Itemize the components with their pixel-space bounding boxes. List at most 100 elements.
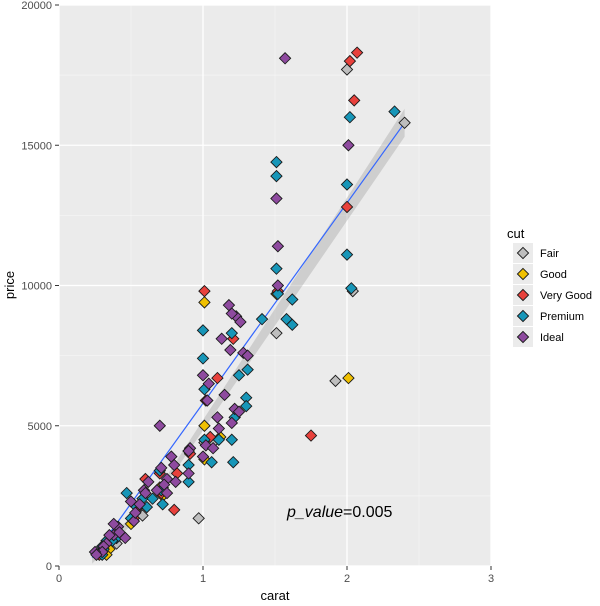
data-point-premium	[239, 399, 253, 413]
data-point-ideal	[271, 279, 285, 292]
watermark-text: 知乎用户	[527, 574, 583, 591]
data-point-premium	[286, 293, 299, 306]
x-axis-title: carat	[261, 588, 290, 603]
legend-label-very-good: Very Good	[540, 290, 592, 302]
data-point-ideal	[119, 531, 132, 545]
data-point-premium	[196, 352, 210, 365]
legend-symbol-very-good	[516, 288, 530, 302]
x-tick-label: 3	[488, 573, 494, 585]
data-point-premium	[271, 287, 285, 301]
legend-symbol-fair	[516, 246, 530, 260]
y-axis-title: price	[2, 271, 17, 299]
data-point-premium	[255, 312, 269, 326]
p-value-label: p_value	[286, 504, 343, 521]
legend: Fair Good Very Good Premium Ideal	[513, 243, 592, 347]
data-point-ideal	[222, 298, 236, 312]
data-point-ideal	[196, 450, 210, 463]
data-point-very-good	[198, 284, 211, 298]
data-point-premium	[388, 105, 401, 118]
data-point-ideal	[169, 475, 182, 489]
data-point-premium	[212, 433, 226, 447]
data-point-premium	[340, 178, 354, 191]
data-point-premium	[227, 455, 240, 469]
legend-symbol-premium	[516, 309, 530, 323]
data-point-premium	[232, 369, 246, 382]
data-point-good	[198, 419, 211, 432]
data-point-premium	[345, 282, 358, 295]
data-point-ideal	[342, 139, 355, 152]
data-point-premium	[270, 169, 283, 183]
p-value-number: =0.005	[343, 504, 392, 521]
data-point-ideal	[218, 388, 231, 402]
data-point-fair	[270, 326, 283, 340]
data-point-ideal	[211, 411, 224, 424]
data-point-premium	[146, 492, 159, 505]
data-point-ideal	[215, 332, 228, 346]
data-point-ideal	[182, 444, 195, 458]
data-point-fair	[192, 512, 205, 525]
data-point-premium	[196, 324, 210, 337]
y-tick-label: 20000	[21, 0, 52, 12]
x-tick-label: 0	[56, 573, 62, 585]
data-point-very-good	[340, 200, 354, 214]
data-point-fair	[398, 116, 411, 130]
data-point-ideal	[153, 419, 167, 432]
legend-symbol-good	[516, 267, 530, 281]
data-point-premium	[270, 155, 283, 169]
data-point-fair	[329, 374, 342, 388]
data-point-premium	[343, 110, 357, 124]
legend-title: cut	[507, 226, 525, 241]
data-point-ideal	[155, 461, 168, 475]
data-point-very-good	[304, 429, 318, 442]
y-tick-label: 15000	[21, 140, 52, 152]
data-point-premium	[225, 433, 239, 447]
data-point-ideal	[90, 548, 103, 562]
data-point-ideal	[271, 239, 285, 253]
x-tick-label: 2	[344, 573, 350, 585]
data-point-ideal	[202, 377, 215, 390]
data-point-ideal	[124, 495, 138, 508]
x-tick-label: 1	[200, 573, 206, 585]
data-point-very-good	[167, 503, 181, 517]
data-point-ideal	[232, 405, 246, 418]
data-point-ideal	[150, 484, 164, 497]
data-point-ideal	[201, 394, 214, 407]
legend-label-fair: Fair	[540, 248, 559, 260]
data-point-ideal	[103, 528, 116, 542]
data-point-good	[342, 371, 355, 385]
data-point-ideal	[278, 52, 292, 65]
y-tick-label: 5000	[28, 421, 52, 433]
data-point-very-good	[203, 430, 217, 444]
data-point-premium	[225, 326, 239, 340]
data-point-ideal	[129, 506, 142, 519]
data-point-ideal	[225, 416, 239, 430]
legend-label-good: Good	[540, 269, 567, 281]
data-point-ideal	[182, 467, 195, 480]
data-point-very-good	[347, 94, 361, 107]
y-axis-ticks: 0 5000 10000 15000 20000	[21, 0, 59, 573]
data-point-ideal	[167, 458, 181, 472]
data-point-ideal	[127, 514, 141, 528]
data-point-ideal	[270, 192, 283, 205]
data-point-premium	[156, 498, 169, 511]
data-point-ideal	[206, 441, 220, 455]
data-point-ideal	[133, 498, 146, 511]
data-point-ideal	[224, 343, 237, 357]
data-points	[88, 46, 411, 562]
y-tick-label: 10000	[21, 281, 52, 293]
data-point-ideal	[234, 315, 247, 329]
data-point-ideal	[107, 517, 120, 531]
data-point-ideal	[196, 369, 210, 382]
data-point-ideal	[241, 349, 254, 362]
data-point-ideal	[142, 475, 155, 489]
legend-label-premium: Premium	[540, 311, 584, 323]
p-value-annotation: p_value=0.005	[286, 504, 393, 521]
data-point-premium	[120, 486, 133, 500]
data-point-very-good	[211, 371, 224, 385]
data-point-premium	[205, 455, 218, 469]
data-point-very-good	[343, 54, 357, 68]
data-point-ideal	[139, 486, 152, 500]
data-point-ideal	[160, 486, 174, 500]
data-point-premium	[241, 363, 254, 376]
